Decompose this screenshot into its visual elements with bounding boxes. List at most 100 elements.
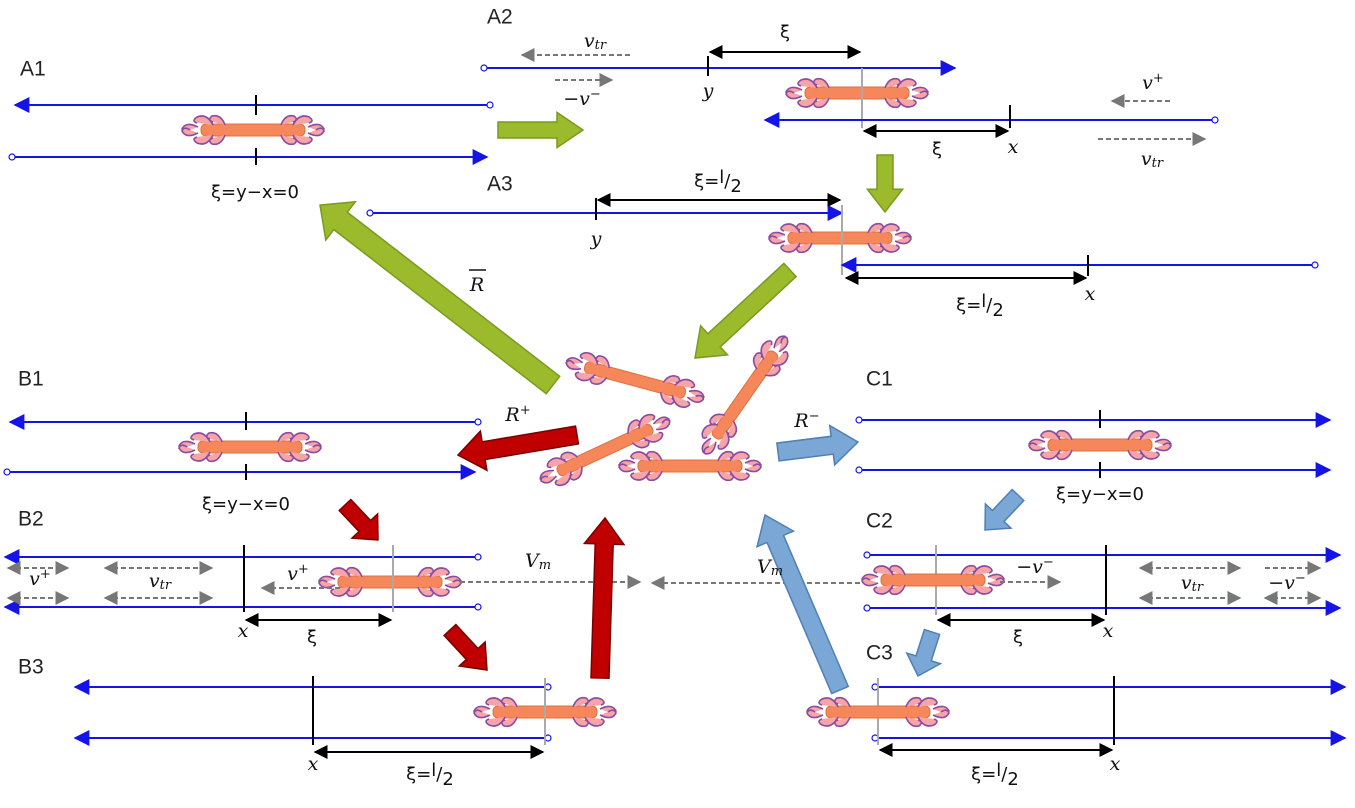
- label-part: −: [1016, 556, 1032, 578]
- label-part: v: [29, 568, 40, 590]
- label: x: [1103, 620, 1114, 642]
- label-part: ξ=: [694, 171, 719, 192]
- transition-arrow: [584, 518, 624, 678]
- label-part: −: [809, 409, 820, 424]
- label-part: v: [579, 88, 590, 110]
- label: x: [308, 753, 319, 775]
- label: ξ=y−x=0: [1056, 484, 1144, 505]
- transition-arrow: [757, 515, 848, 694]
- transition-arrow: [867, 155, 902, 212]
- transition-arrow: [498, 112, 583, 147]
- label: ξ=l/2: [406, 760, 454, 791]
- transition-arrow: [444, 625, 487, 670]
- label: ξ: [780, 22, 790, 43]
- label: ξ=l/2: [694, 167, 742, 198]
- filament: [619, 452, 761, 481]
- label: vtr: [1141, 148, 1164, 171]
- label-part: R: [504, 404, 519, 426]
- label: x: [1085, 283, 1096, 305]
- label: C1: [866, 368, 893, 391]
- label-part: ξ=: [971, 764, 996, 785]
- label: v+: [287, 562, 309, 585]
- label-part: 2: [992, 300, 1003, 321]
- label: R−: [793, 409, 819, 432]
- label: ξ: [307, 627, 317, 648]
- track-end: [864, 552, 870, 558]
- transition-arrow: [907, 630, 941, 676]
- track-end: [481, 65, 487, 71]
- label: x: [1008, 136, 1019, 158]
- label: x: [238, 620, 249, 642]
- label-part: tr: [595, 38, 607, 53]
- filament: [319, 568, 461, 597]
- label-part: tr: [160, 578, 172, 593]
- label-part: 2: [730, 176, 741, 197]
- label: A3: [487, 173, 513, 196]
- label: ξ: [932, 139, 942, 160]
- filament: [179, 433, 321, 462]
- label: C2: [866, 510, 893, 533]
- diagram: A1A2A3B1B2B3C1C2C3ξ=y−x=0yξvtr−v−xξv+vtr…: [0, 0, 1355, 808]
- label-part: −: [590, 87, 601, 102]
- track-end: [9, 154, 15, 160]
- label-part: m: [771, 564, 783, 579]
- label: y: [702, 80, 714, 102]
- track-end: [475, 604, 481, 610]
- track-end: [367, 210, 373, 216]
- label-part: v: [149, 570, 160, 592]
- filament: [1029, 431, 1171, 460]
- track-end: [487, 102, 493, 108]
- filament: [862, 566, 1004, 595]
- label: A1: [20, 58, 46, 81]
- label-part: 2: [442, 769, 453, 790]
- label-part: −: [1043, 555, 1054, 570]
- label: B1: [18, 368, 44, 391]
- transition-arrow: [320, 202, 560, 394]
- transition-arrow: [985, 490, 1024, 530]
- label: ξ: [1013, 627, 1023, 648]
- transition-arrow: [695, 263, 796, 358]
- label-part: v: [287, 563, 298, 585]
- filament: [786, 79, 928, 108]
- track-end: [475, 419, 481, 425]
- track-end: [4, 469, 10, 475]
- label: ξ=l/2: [971, 760, 1019, 791]
- label: R+: [504, 403, 530, 426]
- track-end: [856, 417, 862, 423]
- label-part: v: [584, 30, 595, 52]
- track-end: [475, 554, 481, 560]
- label: Vm: [525, 550, 551, 573]
- filament: [182, 116, 324, 145]
- label-part: −: [563, 88, 579, 110]
- label: ξ=y−x=0: [211, 182, 299, 203]
- label: B2: [18, 508, 44, 531]
- label-part: v: [1141, 148, 1152, 170]
- label-part: tr: [1192, 580, 1204, 595]
- label-part: v: [1284, 572, 1295, 594]
- label-part: v: [1181, 572, 1192, 594]
- label: C3: [866, 642, 893, 665]
- label-part: m: [539, 558, 551, 573]
- label-part: +: [298, 562, 309, 577]
- label-part: v: [1032, 556, 1043, 578]
- label-part: +: [520, 403, 531, 418]
- label: −v−: [1016, 555, 1054, 578]
- track-end: [864, 605, 870, 611]
- label-part: +: [1153, 71, 1164, 86]
- label: ξ=y−x=0: [202, 494, 290, 515]
- label-part: −: [1295, 571, 1306, 586]
- label: R: [469, 274, 484, 296]
- label-part: v: [1142, 72, 1153, 94]
- label: A2: [487, 6, 513, 29]
- label-part: R: [793, 410, 808, 432]
- label: −v−: [563, 87, 601, 110]
- label: v+: [1142, 71, 1164, 94]
- label-part: ξ=: [406, 764, 431, 785]
- label-part: tr: [1152, 156, 1164, 171]
- track-end: [1312, 262, 1318, 268]
- label-part: ξ=: [956, 295, 981, 316]
- track-end: [856, 467, 862, 473]
- label: ξ=l/2: [956, 291, 1004, 322]
- label: y: [590, 228, 602, 250]
- label: vtr: [584, 30, 607, 53]
